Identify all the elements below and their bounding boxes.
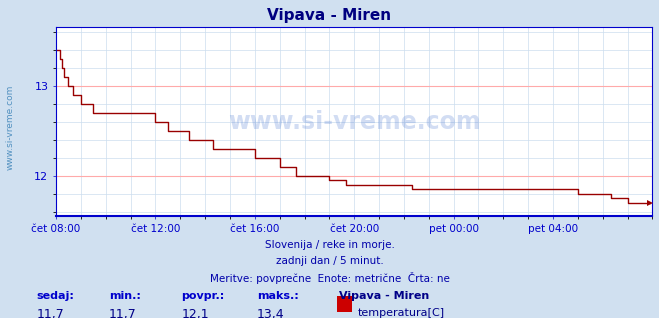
Text: 12,1: 12,1	[181, 308, 209, 318]
Text: Meritve: povprečne  Enote: metrične  Črta: ne: Meritve: povprečne Enote: metrične Črta:…	[210, 272, 449, 284]
Text: 11,7: 11,7	[109, 308, 136, 318]
Text: 11,7: 11,7	[36, 308, 64, 318]
Text: zadnji dan / 5 minut.: zadnji dan / 5 minut.	[275, 256, 384, 266]
Text: Vipava - Miren: Vipava - Miren	[339, 291, 430, 301]
Text: povpr.:: povpr.:	[181, 291, 225, 301]
Text: sedaj:: sedaj:	[36, 291, 74, 301]
Text: 13,4: 13,4	[257, 308, 285, 318]
Text: maks.:: maks.:	[257, 291, 299, 301]
Text: Vipava - Miren: Vipava - Miren	[268, 8, 391, 23]
Text: www.si-vreme.com: www.si-vreme.com	[5, 85, 14, 170]
Text: www.si-vreme.com: www.si-vreme.com	[228, 110, 480, 134]
Text: min.:: min.:	[109, 291, 140, 301]
Text: temperatura[C]: temperatura[C]	[358, 308, 445, 318]
Text: Slovenija / reke in morje.: Slovenija / reke in morje.	[264, 240, 395, 250]
